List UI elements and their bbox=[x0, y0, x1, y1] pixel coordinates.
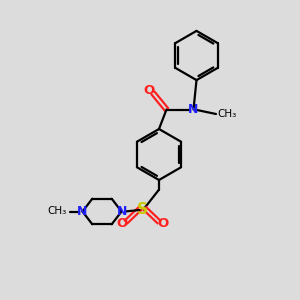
Text: N: N bbox=[117, 205, 127, 218]
Text: O: O bbox=[144, 84, 155, 97]
Text: CH₃: CH₃ bbox=[218, 109, 237, 119]
Text: CH₃: CH₃ bbox=[48, 206, 67, 216]
Text: N: N bbox=[188, 103, 199, 116]
Text: N: N bbox=[77, 205, 87, 218]
Text: O: O bbox=[157, 217, 168, 230]
Text: S: S bbox=[137, 202, 148, 217]
Text: O: O bbox=[117, 217, 128, 230]
